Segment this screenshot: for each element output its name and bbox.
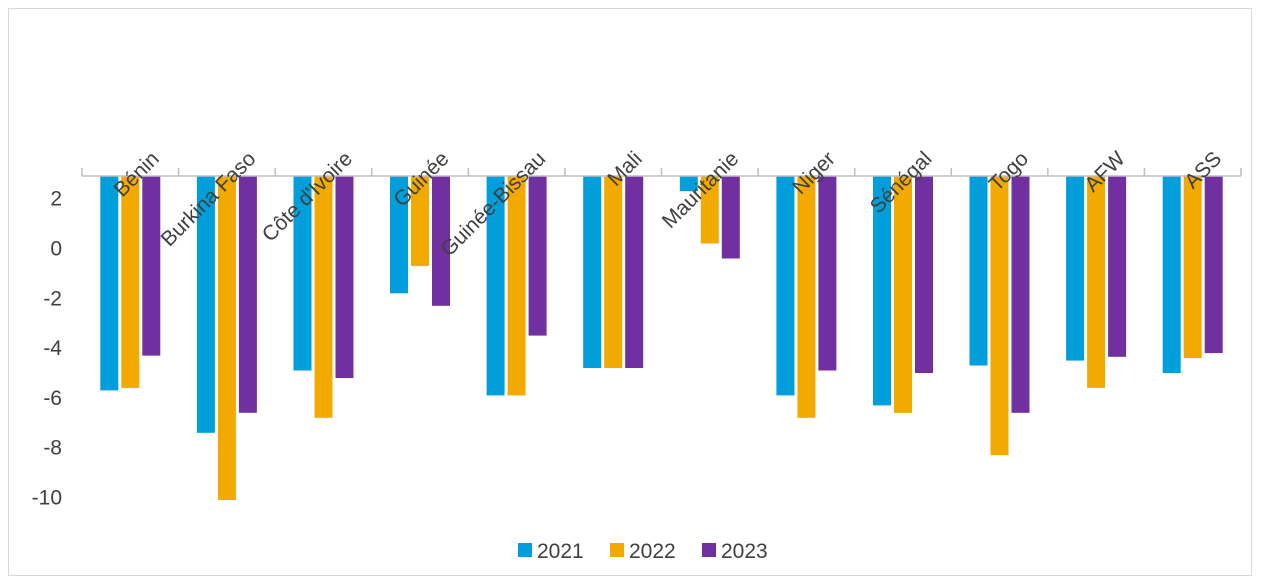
y-tick-label: 0 xyxy=(50,238,62,261)
y-tick-label: -2 xyxy=(43,287,62,310)
bar-2022-7 xyxy=(797,176,816,418)
bar-2022-1 xyxy=(217,176,236,500)
bar-2021-0 xyxy=(100,176,119,391)
bar-2021-7 xyxy=(776,176,795,396)
bar-2021-9 xyxy=(969,176,988,366)
y-tick-label: 2 xyxy=(50,188,62,211)
y-tick-label: -8 xyxy=(43,437,62,460)
bar-2021-4 xyxy=(486,176,505,396)
y-tick-label: -4 xyxy=(43,337,62,360)
legend-swatch-2022 xyxy=(610,543,624,557)
bar-2022-0 xyxy=(121,176,140,388)
bars-layer xyxy=(100,176,1223,500)
bar-2023-4 xyxy=(528,176,547,336)
bar-2023-11 xyxy=(1204,176,1223,354)
y-tick-label: -6 xyxy=(43,387,62,410)
y-tick-label: -10 xyxy=(32,487,62,510)
bar-2022-5 xyxy=(604,176,623,368)
bar-2023-6 xyxy=(721,176,740,259)
bar-2021-6 xyxy=(679,176,698,192)
bar-2021-11 xyxy=(1162,176,1181,373)
bar-2023-8 xyxy=(915,176,933,373)
bar-2022-6 xyxy=(700,176,719,244)
bar-2023-2 xyxy=(335,176,354,378)
legend-swatch-2021 xyxy=(518,543,532,557)
legend-label-2023: 2023 xyxy=(721,540,768,563)
bar-2022-10 xyxy=(1087,176,1106,388)
bar-2021-2 xyxy=(293,176,312,371)
bar-2021-5 xyxy=(583,176,602,368)
bar-2023-1 xyxy=(238,176,257,413)
bar-2023-9 xyxy=(1011,176,1030,413)
bar-2021-1 xyxy=(196,176,215,433)
legend-swatch-2023 xyxy=(702,543,716,557)
bar-2021-8 xyxy=(873,176,891,406)
legend-label-2022: 2022 xyxy=(629,540,676,563)
bar-2023-10 xyxy=(1108,176,1127,357)
bar-2022-4 xyxy=(507,176,526,396)
category-axis xyxy=(81,168,1242,177)
legend: 2021 2022 2023 xyxy=(518,540,768,563)
bar-2021-3 xyxy=(390,176,408,294)
bar-2022-2 xyxy=(314,176,333,418)
bar-2022-9 xyxy=(990,176,1009,456)
bar-2022-8 xyxy=(894,176,912,413)
bar-2022-3 xyxy=(411,176,429,266)
bar-2021-10 xyxy=(1066,176,1085,361)
legend-label-2021: 2021 xyxy=(537,540,584,563)
bar-2023-3 xyxy=(432,176,450,306)
bar-2023-0 xyxy=(142,176,161,356)
y-axis-ticks: 2 0 -2 -4 -6 -8 -10 xyxy=(32,188,63,510)
bar-2022-11 xyxy=(1183,176,1202,359)
bar-2023-7 xyxy=(818,176,837,371)
bar-2023-5 xyxy=(625,176,644,368)
